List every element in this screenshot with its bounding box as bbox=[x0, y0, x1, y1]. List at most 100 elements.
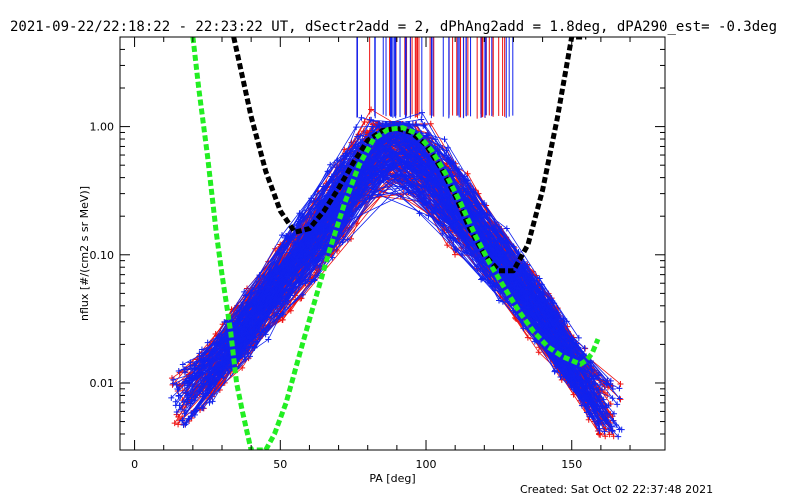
x-axis-label: PA [deg] bbox=[369, 472, 415, 485]
flux-point-marker bbox=[241, 288, 248, 295]
flux-point-marker bbox=[585, 416, 592, 423]
flux-point-marker bbox=[282, 256, 289, 263]
flux-point-marker bbox=[182, 421, 189, 428]
flux-point-marker bbox=[258, 329, 265, 336]
x-tick-label: 0 bbox=[131, 458, 138, 471]
flux-point-marker bbox=[191, 393, 198, 400]
flux-point-marker bbox=[594, 412, 601, 419]
flux-point-marker bbox=[503, 225, 510, 232]
flux-point-marker bbox=[500, 238, 507, 245]
flux-point-marker bbox=[441, 136, 448, 143]
flux-point-marker bbox=[191, 411, 198, 418]
flux-point-marker bbox=[316, 255, 323, 262]
y-axis-label: nflux [#/(cm2 s sr MeV)] bbox=[78, 186, 91, 321]
creation-timestamp: Created: Sat Oct 02 22:37:48 2021 bbox=[520, 483, 713, 496]
flux-point-marker bbox=[588, 373, 595, 380]
flux-point-marker bbox=[295, 218, 302, 225]
y-tick-label: 1.00 bbox=[90, 121, 115, 134]
flux-point-marker bbox=[487, 280, 494, 287]
flux-point-marker bbox=[496, 297, 503, 304]
flux-point-marker bbox=[185, 379, 192, 386]
fit-curve-group bbox=[190, 37, 601, 450]
axes: 0 50 100 150 0.01 0.10 1.00 bbox=[90, 36, 665, 471]
flux-point-marker bbox=[344, 236, 351, 243]
flux-trace bbox=[212, 164, 561, 372]
flux-point-marker bbox=[277, 301, 284, 308]
flux-point-marker bbox=[168, 394, 175, 401]
flux-point-marker bbox=[340, 152, 347, 159]
flux-point-marker bbox=[239, 364, 246, 371]
plot-frame bbox=[119, 36, 666, 451]
flux-point-marker bbox=[459, 250, 466, 257]
flux-point-marker bbox=[396, 178, 403, 185]
flux-point-marker bbox=[617, 380, 624, 387]
flux-point-marker bbox=[597, 382, 604, 389]
flux-point-marker bbox=[279, 232, 286, 239]
flux-point-marker bbox=[551, 368, 558, 375]
flux-point-marker bbox=[478, 276, 485, 283]
flux-point-marker bbox=[375, 191, 382, 198]
flux-point-marker bbox=[341, 160, 348, 167]
flux-point-marker bbox=[358, 114, 365, 121]
flux-point-marker bbox=[261, 273, 268, 280]
flux-point-marker bbox=[557, 374, 564, 381]
flux-point-marker bbox=[616, 426, 623, 433]
flux-point-marker bbox=[601, 428, 608, 435]
x-tick-label: 100 bbox=[416, 458, 437, 471]
flux-point-marker bbox=[452, 251, 459, 258]
flux-point-marker bbox=[258, 312, 265, 319]
flux-point-marker bbox=[472, 198, 479, 205]
flux-point-marker bbox=[486, 240, 493, 247]
flux-point-marker bbox=[184, 380, 191, 387]
flux-point-marker bbox=[413, 121, 420, 128]
flux-point-marker bbox=[611, 410, 618, 417]
flux-trace bbox=[217, 153, 598, 416]
flux-point-marker bbox=[605, 426, 612, 433]
y-tick-label: 0.10 bbox=[90, 249, 115, 262]
flux-point-marker bbox=[198, 359, 205, 366]
flux-trace bbox=[201, 123, 565, 363]
flux-point-marker bbox=[183, 392, 190, 399]
flux-point-marker bbox=[200, 352, 207, 359]
flux-point-marker bbox=[536, 275, 543, 282]
flux-point-marker bbox=[334, 157, 341, 164]
flux-point-marker bbox=[175, 367, 182, 374]
flux-point-marker bbox=[179, 361, 186, 368]
flux-point-marker bbox=[200, 380, 207, 387]
flux-point-marker bbox=[520, 275, 527, 282]
flux-point-marker bbox=[421, 122, 428, 129]
flux-point-marker bbox=[578, 402, 585, 409]
flux-point-marker bbox=[246, 353, 253, 360]
flux-point-marker bbox=[418, 116, 425, 123]
flux-point-marker bbox=[174, 385, 181, 392]
flux-point-marker bbox=[588, 363, 595, 370]
flux-point-marker bbox=[595, 386, 602, 393]
flux-point-marker bbox=[390, 151, 397, 158]
flux-point-marker bbox=[172, 398, 179, 405]
flux-point-marker bbox=[179, 417, 186, 424]
flux-point-marker bbox=[596, 427, 603, 434]
flux-point-marker bbox=[452, 236, 459, 243]
flux-point-marker bbox=[170, 376, 177, 383]
flux-point-marker bbox=[179, 417, 186, 424]
flux-point-marker bbox=[262, 331, 269, 338]
flux-point-marker bbox=[434, 143, 441, 150]
flux-point-marker bbox=[175, 393, 182, 400]
flux-point-marker bbox=[587, 400, 594, 407]
flux-point-marker bbox=[497, 252, 504, 259]
flux-point-marker bbox=[284, 273, 291, 280]
flux-point-marker bbox=[535, 349, 542, 356]
flux-trace bbox=[199, 134, 565, 354]
flux-point-marker bbox=[533, 337, 540, 344]
flux-point-marker bbox=[249, 319, 256, 326]
flux-point-marker bbox=[547, 302, 554, 309]
flux-point-marker bbox=[419, 109, 426, 116]
flux-point-marker bbox=[369, 123, 376, 130]
blue-trace-group bbox=[168, 37, 625, 440]
flux-point-marker bbox=[188, 396, 195, 403]
flux-point-marker bbox=[212, 346, 219, 353]
flux-point-marker bbox=[171, 420, 178, 427]
flux-point-marker bbox=[265, 336, 272, 343]
flux-point-marker bbox=[602, 404, 609, 411]
